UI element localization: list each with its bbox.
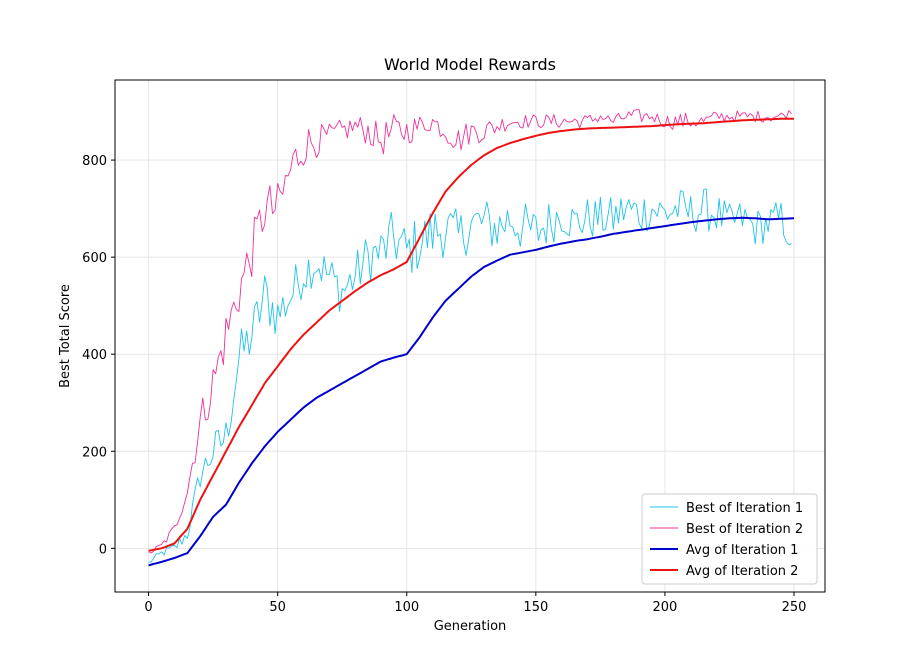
grid-layer [115, 80, 825, 592]
series-layer [148, 109, 795, 567]
legend: Best of Iteration 1 Best of Iteration 2 Av… [641, 493, 818, 585]
y-tick-label: 600 [82, 251, 107, 266]
y-tick-label: 800 [82, 154, 107, 169]
x-tick-label: 250 [782, 600, 807, 615]
legend-label: Avg of Iteration 2 [686, 564, 798, 579]
legend-box [641, 493, 818, 585]
series-line-2 [148, 109, 792, 554]
x-tick-label: 150 [523, 600, 548, 615]
legend-label: Avg of Iteration 1 [686, 543, 798, 558]
x-tick-label: 0 [144, 600, 152, 615]
legend-label: Best of Iteration 2 [686, 522, 803, 537]
series-line-1 [148, 188, 792, 563]
x-tick-label: 100 [394, 600, 419, 615]
x-axis-label: Generation [434, 619, 507, 634]
x-tick-label: 50 [269, 600, 286, 615]
legend-label: Best of Iteration 1 [686, 501, 803, 516]
y-axis-label: Best Total Score [58, 284, 73, 388]
plot-frame [114, 79, 826, 593]
tick-layer: 0 50 100 150 200 250 0 200 400 600 800 [82, 154, 806, 615]
x-tick-label: 200 [653, 600, 678, 615]
chart-title: World Model Rewards [384, 55, 556, 74]
series-line-4 [148, 117, 794, 552]
y-tick-label: 400 [82, 348, 107, 363]
y-tick-label: 0 [99, 542, 107, 557]
series-line-3 [148, 216, 795, 567]
y-tick-label: 200 [82, 445, 107, 460]
